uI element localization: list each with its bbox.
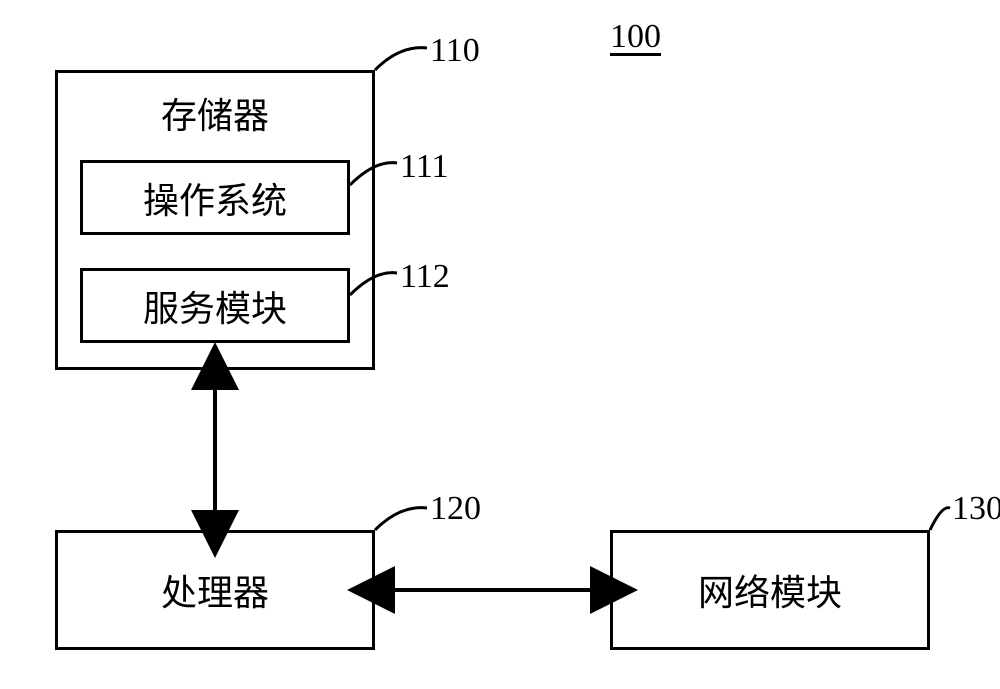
ref-service: 112 bbox=[400, 258, 450, 296]
diagram-stage: 存储器 操作系统 服务模块 处理器 网络模块 100 110 111 112 1… bbox=[0, 0, 1000, 689]
network-label: 网络模块 bbox=[698, 564, 842, 616]
os-block: 操作系统 bbox=[80, 160, 350, 235]
leader-processor bbox=[375, 508, 427, 530]
os-label: 操作系统 bbox=[143, 172, 287, 224]
memory-label: 存储器 bbox=[161, 87, 269, 139]
ref-system: 100 bbox=[610, 18, 661, 56]
service-label: 服务模块 bbox=[143, 280, 287, 332]
ref-memory: 110 bbox=[430, 32, 480, 70]
leader-network bbox=[930, 508, 950, 530]
leader-memory bbox=[375, 48, 427, 70]
ref-network: 130 bbox=[952, 490, 1000, 528]
processor-block: 处理器 bbox=[55, 530, 375, 650]
ref-os: 111 bbox=[400, 148, 448, 186]
network-block: 网络模块 bbox=[610, 530, 930, 650]
ref-processor: 120 bbox=[430, 490, 481, 528]
processor-label: 处理器 bbox=[161, 564, 269, 616]
service-block: 服务模块 bbox=[80, 268, 350, 343]
